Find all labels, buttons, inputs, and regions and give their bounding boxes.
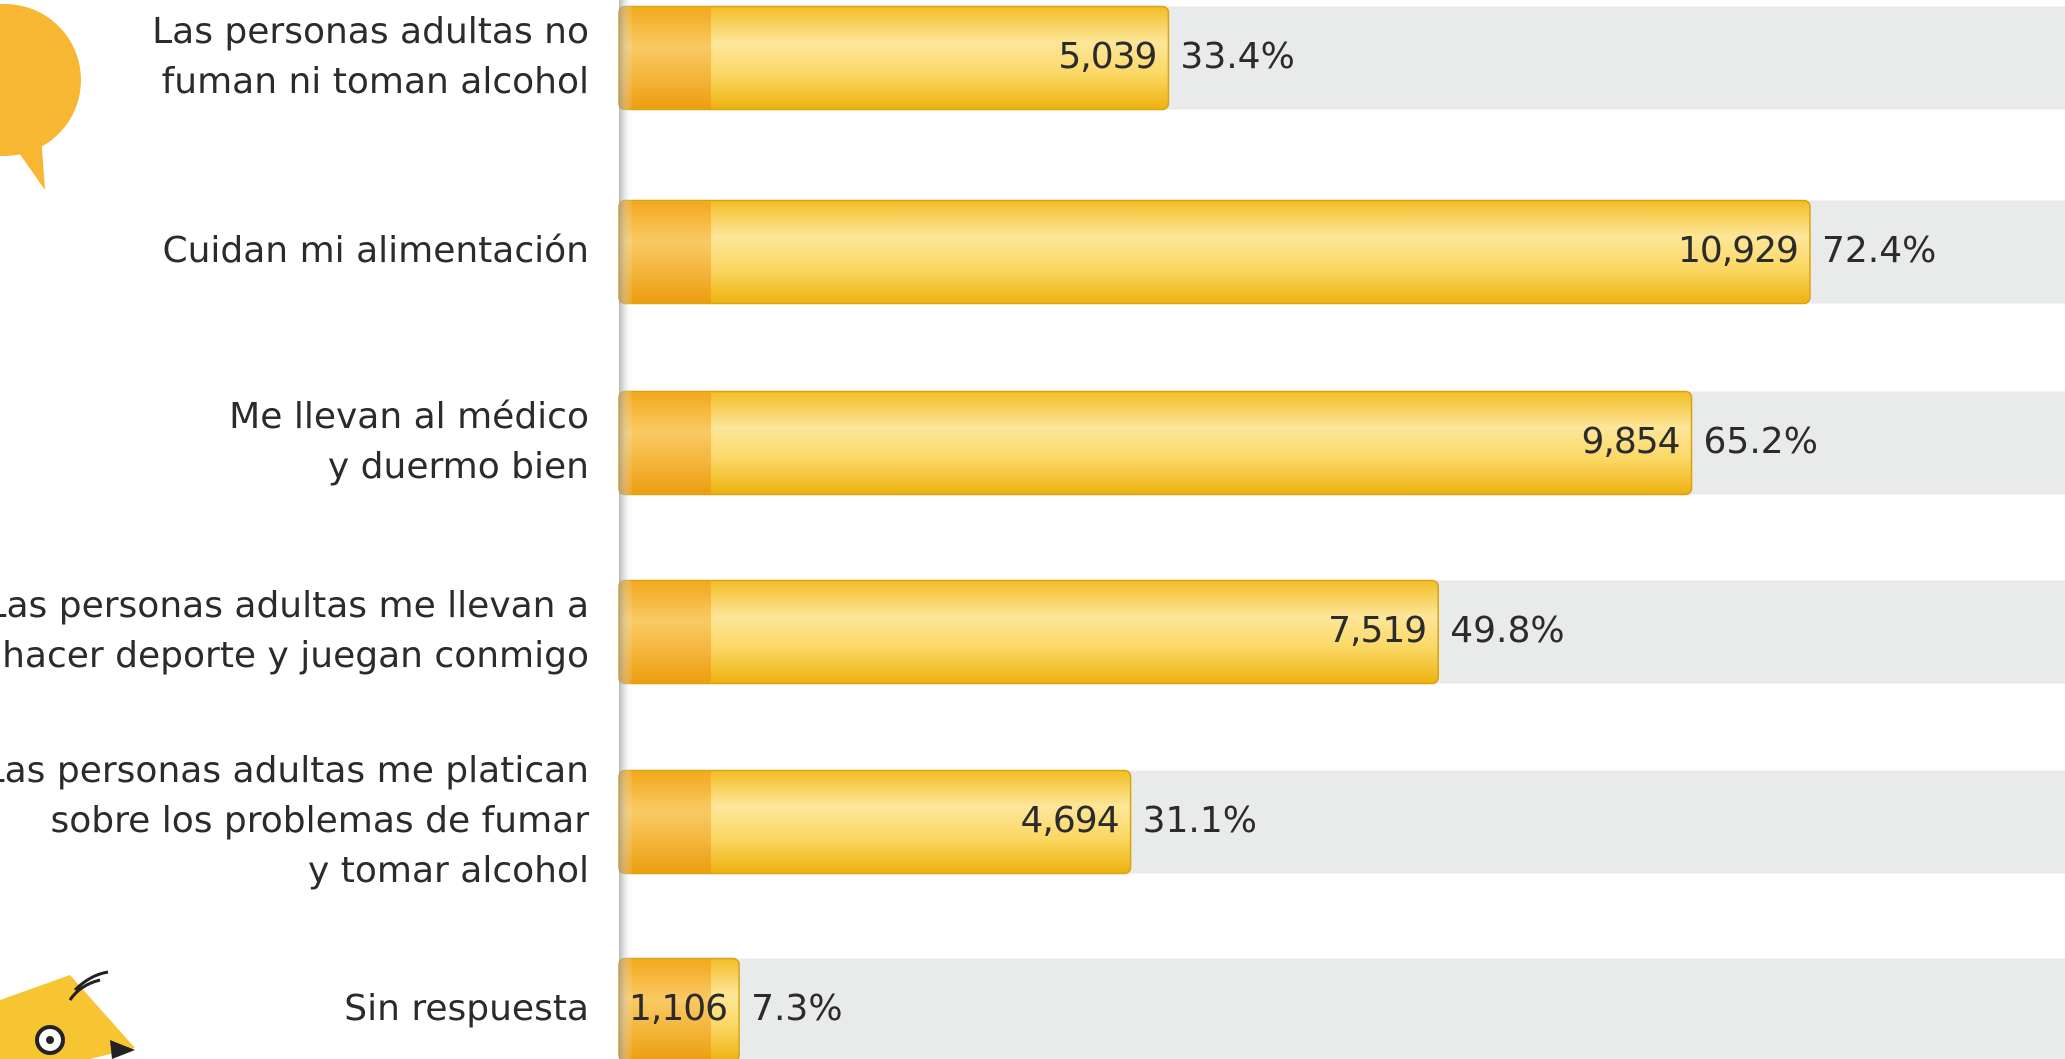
value-label: 49.8% <box>1450 610 1564 651</box>
bar <box>619 392 1692 495</box>
bar <box>619 581 1438 684</box>
count-label: 10,929 <box>1678 230 1798 271</box>
value-label: 65.2% <box>1704 421 1818 462</box>
axis-shadow <box>619 0 633 1059</box>
count-label: 1,106 <box>629 988 727 1029</box>
count-label: 5,039 <box>1058 36 1156 77</box>
bar-body <box>619 201 1810 304</box>
count-label: 7,519 <box>1328 610 1426 651</box>
bar <box>619 201 1810 304</box>
bar-body <box>619 581 1438 684</box>
decoration-character <box>0 972 135 1059</box>
plot-area: 5,039 33.4% Las personas adultas nofuman n… <box>0 0 2065 1059</box>
value-label: 7.3% <box>751 988 842 1029</box>
chart: 5,039 33.4% Las personas adultas nofuman n… <box>0 0 2065 1059</box>
value-label: 33.4% <box>1180 36 1294 77</box>
count-label: 4,694 <box>1021 800 1119 841</box>
bar-body <box>619 392 1692 495</box>
decoration-bubble <box>0 4 81 190</box>
value-label: 31.1% <box>1143 800 1257 841</box>
category-label: Cuidan mi alimentación <box>162 230 589 271</box>
count-label: 9,854 <box>1581 421 1679 462</box>
category-label: Sin respuesta <box>344 988 589 1029</box>
value-label: 72.4% <box>1822 230 1936 271</box>
